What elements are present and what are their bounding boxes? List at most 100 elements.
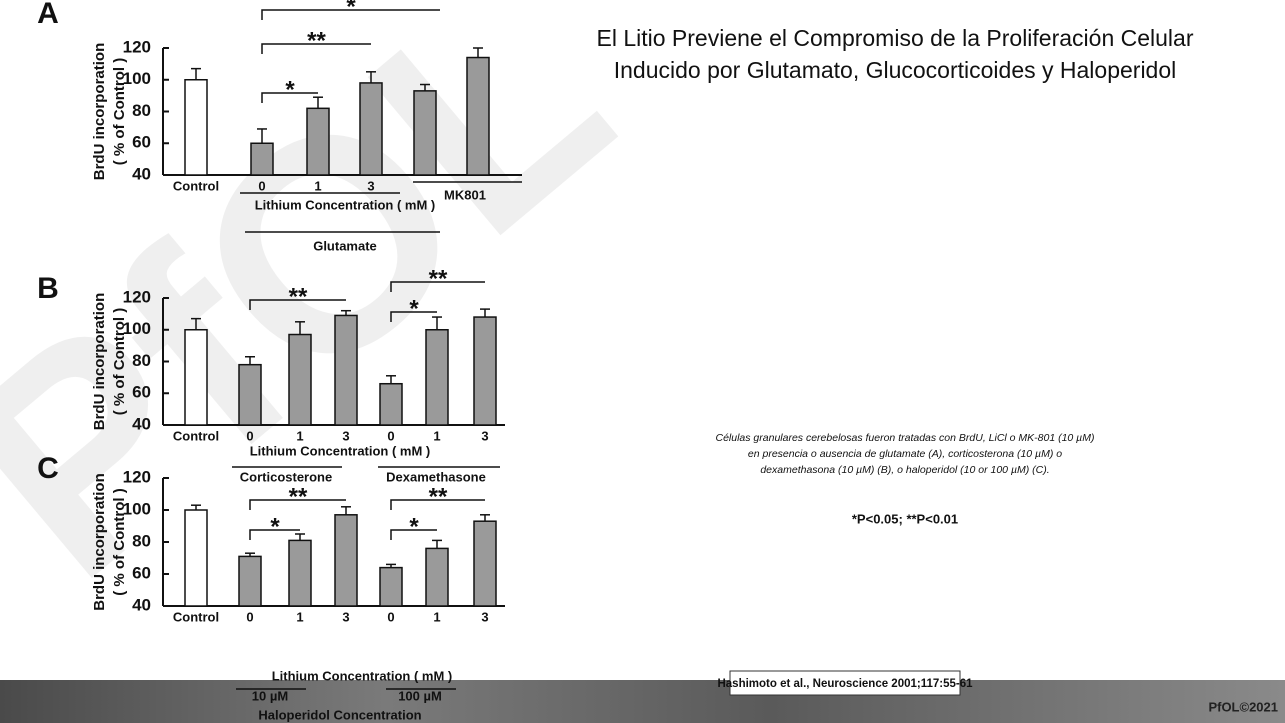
title-line: El Litio Previene el Compromiso de la Pr… (597, 25, 1194, 51)
significance-label: ** (307, 27, 326, 54)
y-tick-label: 120 (123, 467, 151, 486)
y-tick-label: 80 (132, 531, 151, 550)
y-tick-label: 40 (132, 164, 151, 183)
x-tick-label: 1 (433, 428, 440, 443)
x-tick-label: Control (173, 428, 219, 443)
significance-bracket (249, 499, 346, 510)
bar (379, 566, 403, 607)
bar (250, 142, 274, 176)
caption-line: Células granulares cerebelosas fueron tr… (716, 432, 1095, 444)
significance-label: * (409, 295, 419, 322)
x-tick-label: 3 (342, 428, 349, 443)
y-tick-label: 100 (123, 499, 151, 518)
x-tick-label: Control (173, 609, 219, 624)
x-tick-label: 0 (246, 428, 253, 443)
y-tick-label: 80 (132, 101, 151, 120)
group-label: 10 µM (252, 688, 288, 703)
x-tick-label: 3 (342, 609, 349, 624)
caption-line: dexamethasona (10 µM) (B), o haloperidol… (760, 464, 1049, 476)
significance-bracket (390, 311, 437, 322)
group-label: Dexamethasone (386, 469, 486, 484)
x-tick-label: 0 (258, 178, 265, 193)
bar (413, 90, 437, 176)
y-tick-label: 80 (132, 351, 151, 370)
citation: Hashimoto et al., Neuroscience 2001;117:… (717, 678, 973, 690)
y-tick-label: 60 (132, 133, 151, 152)
y-tick-label: 120 (123, 37, 151, 56)
significance-note: *P<0.05; **P<0.01 (852, 511, 958, 526)
citation-box (729, 670, 961, 696)
panel-label: B (37, 272, 59, 305)
group-label: Lithium Concentration ( mM ) (255, 197, 436, 212)
bar (359, 82, 383, 176)
y-tick-label: 100 (123, 319, 151, 338)
significance-bracket (390, 499, 485, 510)
footer-strip (0, 680, 1285, 723)
bar (473, 520, 497, 607)
y-tick-label: 40 (132, 414, 151, 433)
significance-bracket (261, 92, 318, 103)
copyright: PfOL©2021 (1208, 699, 1278, 714)
group-label: Lithium Concentration ( mM ) (250, 443, 431, 458)
x-tick-label: 0 (246, 609, 253, 624)
x-tick-label: 3 (367, 178, 374, 193)
bar (306, 107, 330, 176)
title-line: Inducido por Glutamato, Glucocorticoides… (614, 57, 1177, 83)
x-tick-label: 3 (481, 428, 488, 443)
y-axis-label: BrdU incorporation (91, 43, 108, 181)
bar (425, 329, 449, 426)
x-tick-label: 1 (433, 609, 440, 624)
significance-label: * (346, 0, 356, 20)
y-tick-label: 40 (132, 595, 151, 614)
significance-bracket (249, 529, 300, 540)
bar (184, 79, 208, 176)
bar (466, 56, 490, 176)
panel-label: C (37, 452, 59, 485)
bar (288, 333, 312, 426)
bar (238, 555, 262, 607)
significance-bracket (390, 281, 485, 292)
group-label: Lithium Concentration ( mM ) (272, 668, 453, 683)
group-label: Haloperidol Concentration (258, 707, 421, 722)
x-tick-label: 1 (314, 178, 321, 193)
y-axis-label: BrdU incorporation (91, 293, 108, 431)
panel-label: A (37, 0, 59, 30)
significance-bracket (261, 43, 371, 54)
significance-label: * (285, 76, 295, 103)
significance-label: ** (429, 265, 448, 292)
significance-label: ** (429, 483, 448, 510)
significance-bracket (261, 9, 440, 20)
y-axis-label: ( % of Control ) (111, 488, 128, 595)
bar (425, 547, 449, 607)
y-tick-label: 60 (132, 563, 151, 582)
bar (334, 514, 358, 607)
y-tick-label: 60 (132, 383, 151, 402)
caption-line: en presencia o ausencia de glutamate (A)… (748, 448, 1062, 460)
significance-label: ** (289, 483, 308, 510)
x-tick-label: 0 (387, 609, 394, 624)
x-tick-label: Control (173, 178, 219, 193)
y-axis-label: ( % of Control ) (111, 308, 128, 415)
significance-label: ** (289, 283, 308, 310)
x-tick-label: 3 (481, 609, 488, 624)
y-axis-label: ( % of Control ) (111, 58, 128, 165)
group-label: Glutamate (313, 238, 377, 253)
bar (334, 314, 358, 426)
y-tick-label: 120 (123, 287, 151, 306)
bar (288, 539, 312, 607)
significance-bracket (390, 529, 437, 540)
bar (379, 382, 403, 426)
significance-label: * (409, 513, 419, 540)
y-axis-label: BrdU incorporation (91, 473, 108, 611)
y-tick-label: 100 (123, 69, 151, 88)
bar (184, 509, 208, 607)
group-label: Corticosterone (240, 469, 332, 484)
group-label: 100 µM (398, 688, 442, 703)
x-tick-label: 1 (296, 609, 303, 624)
bar (473, 316, 497, 426)
bar (184, 329, 208, 426)
x-tick-label: 0 (387, 428, 394, 443)
significance-bracket (249, 299, 346, 310)
group-label: MK801 (444, 187, 486, 202)
